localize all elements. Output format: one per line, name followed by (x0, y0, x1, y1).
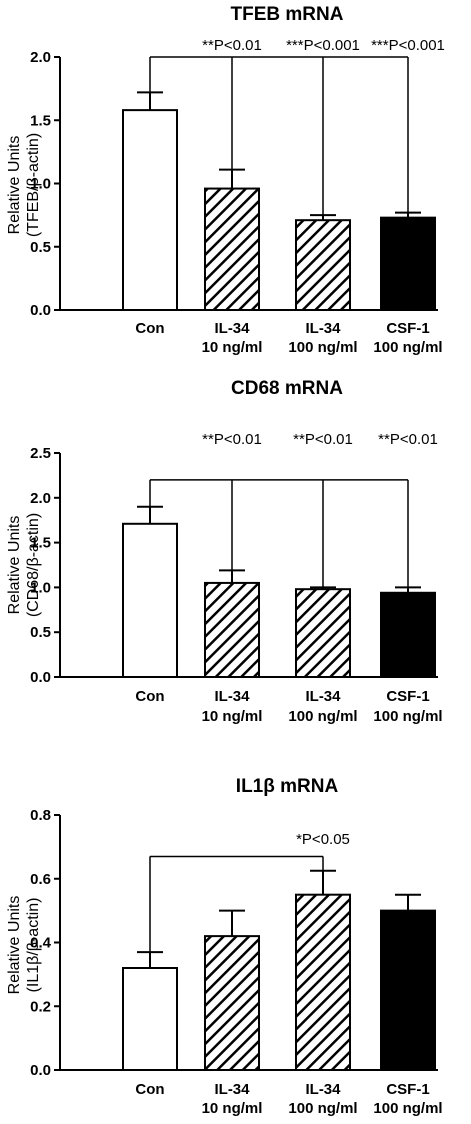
bar (204, 581, 260, 678)
panel-title: TFEB mRNA (231, 4, 344, 25)
significance-label: ***P<0.001 (286, 37, 360, 54)
significance-label: ***P<0.001 (371, 37, 445, 54)
bar (204, 935, 260, 1071)
bar (122, 109, 178, 311)
category-label: Con (135, 320, 164, 337)
bar (295, 588, 351, 679)
y-tick-label: 1.0 (30, 176, 51, 193)
y-axis-label-units: (TFEB/β-actin) (25, 133, 42, 237)
bar (380, 591, 436, 678)
y-tick-label: 2.0 (30, 49, 51, 66)
y-tick-label: 0.5 (30, 239, 51, 256)
category-label-dose: 100 ng/ml (288, 708, 357, 725)
category-label-dose: 10 ng/ml (202, 339, 263, 356)
significance-label: **P<0.01 (293, 431, 353, 448)
category-label-dose: 10 ng/ml (202, 708, 263, 725)
y-tick-label: 1.5 (30, 535, 51, 552)
panel-tfeb: TFEB mRNA Relative Units (TFEB/β-actin) … (6, 4, 445, 356)
significance-label: **P<0.01 (378, 431, 438, 448)
category-label: IL-34 (214, 1081, 250, 1098)
y-axis-label-units: (IL1β/β-actin) (25, 898, 42, 993)
panel-title: IL1β mRNA (236, 776, 339, 797)
y-tick-label: 0.2 (30, 998, 51, 1015)
bar (380, 216, 436, 311)
panel-il1b: IL1β mRNA Relative Units (IL1β/β-actin) … (6, 776, 443, 1117)
significance-label: *P<0.05 (296, 831, 350, 848)
y-tick-label: 1.5 (30, 112, 51, 129)
significance-label: **P<0.01 (202, 37, 262, 54)
y-tick-label: 0.0 (30, 669, 51, 686)
y-axis-label-units: (CD68/β-actin) (25, 513, 42, 617)
y-tick-label: 0.8 (30, 807, 51, 824)
bar (380, 909, 436, 1071)
category-label-dose: 100 ng/ml (373, 339, 442, 356)
category-label-dose: 100 ng/ml (288, 339, 357, 356)
category-label: IL-34 (305, 688, 341, 705)
y-tick-label: 0.0 (30, 1062, 51, 1079)
bar (122, 522, 178, 678)
category-label-dose: 100 ng/ml (288, 1100, 357, 1117)
y-tick-label: 1.0 (30, 579, 51, 596)
category-label: CSF-1 (386, 688, 429, 705)
category-label: Con (135, 688, 164, 705)
category-label: IL-34 (214, 688, 250, 705)
significance-label: **P<0.01 (202, 431, 262, 448)
y-tick-label: 2.0 (30, 490, 51, 507)
category-label-dose: 100 ng/ml (373, 1100, 442, 1117)
category-label: IL-34 (214, 320, 250, 337)
category-label: CSF-1 (386, 320, 429, 337)
y-axis-label: Relative Units (6, 896, 23, 995)
category-label: Con (135, 1081, 164, 1098)
y-tick-label: 0.0 (30, 302, 51, 319)
panel-title: CD68 mRNA (231, 378, 343, 399)
category-label: IL-34 (305, 1081, 341, 1098)
category-label: IL-34 (305, 320, 341, 337)
y-tick-label: 0.4 (30, 935, 52, 952)
y-axis-label: Relative Units (6, 136, 23, 235)
bar (295, 893, 351, 1071)
category-label-dose: 10 ng/ml (202, 1100, 263, 1117)
category-label-dose: 100 ng/ml (373, 708, 442, 725)
y-tick-label: 2.5 (30, 445, 51, 462)
panel-cd68: CD68 mRNA Relative Units (CD68/β-actin) … (6, 378, 443, 725)
bar (295, 219, 351, 311)
bar (122, 967, 178, 1071)
y-tick-label: 0.5 (30, 624, 51, 641)
category-label: CSF-1 (386, 1081, 429, 1098)
y-axis-label: Relative Units (6, 516, 23, 615)
bar (204, 187, 260, 311)
y-tick-label: 0.6 (30, 871, 51, 888)
